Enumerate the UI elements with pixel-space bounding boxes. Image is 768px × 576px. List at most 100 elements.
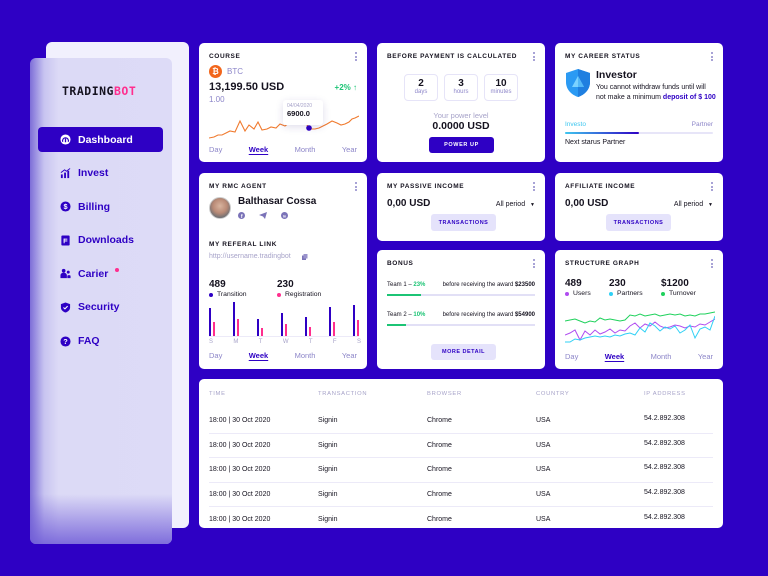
table-row: 18:00 | 30 Oct 2020 Signin Chrome USA 54.2.8… bbox=[209, 409, 713, 434]
period-select[interactable]: All period ▼ bbox=[495, 201, 535, 208]
progress-end-label: Partner bbox=[691, 121, 713, 128]
more-menu-icon[interactable] bbox=[711, 182, 714, 191]
column-header-ip: IP ADDRESS bbox=[644, 391, 686, 397]
bonus-card: BONUS Team 1 – 23% before receiving the … bbox=[377, 250, 545, 369]
card-title: MY CAREER STATUS bbox=[565, 53, 641, 60]
tab-day[interactable]: Day bbox=[209, 351, 223, 360]
column-header-country: COUNTRY bbox=[536, 391, 570, 397]
card-title: MY RMC AGENT bbox=[209, 183, 267, 190]
tab-year[interactable]: Year bbox=[697, 352, 713, 361]
copy-icon[interactable] bbox=[302, 254, 308, 260]
tab-year[interactable]: Year bbox=[341, 351, 357, 360]
caret-down-icon: ▼ bbox=[708, 202, 713, 208]
card-title: BEFORE PAYMENT IS CALCULATED bbox=[387, 53, 518, 60]
agent-social-links: f in bbox=[238, 212, 288, 219]
cell-transaction: Signin bbox=[318, 490, 338, 498]
table-row: 18:00 | 30 Oct 2020 Signin Chrome USA 54.2.8… bbox=[209, 434, 713, 458]
transactions-button[interactable]: TRANSACTIONS bbox=[431, 214, 496, 231]
cell-country: USA bbox=[536, 466, 551, 474]
sidebar-item-carier[interactable]: Carier bbox=[38, 261, 163, 286]
power-level-label: Your power level bbox=[433, 111, 489, 120]
cell-ip: 54.2.892.308 bbox=[644, 488, 685, 496]
more-menu-icon[interactable] bbox=[533, 182, 536, 191]
card-title: AFFILIATE INCOME bbox=[565, 183, 636, 190]
deposit-link[interactable]: deposit of $ 100 bbox=[662, 93, 716, 101]
structure-graph-card: STRUCTURE GRAPH 489 Users 230 Partners $… bbox=[555, 250, 723, 369]
btc-price: 13,199.50 USD bbox=[209, 81, 285, 93]
sidebar-item-invest[interactable]: Invest bbox=[38, 161, 163, 186]
cell-browser: Chrome bbox=[427, 441, 452, 449]
cell-ip: 54.2.892.308 bbox=[644, 439, 685, 447]
rmc-agent-card: MY RMC AGENT Balthasar Cossa f in MY REF… bbox=[199, 173, 367, 369]
svg-text:?: ? bbox=[63, 337, 68, 346]
more-menu-icon[interactable] bbox=[533, 259, 536, 268]
card-title: STRUCTURE GRAPH bbox=[565, 260, 640, 267]
linkedin-icon[interactable]: in bbox=[281, 212, 288, 219]
sidebar-item-label: Security bbox=[78, 301, 120, 314]
cell-transaction: Signin bbox=[318, 417, 338, 425]
arrow-up-icon: ↑ bbox=[350, 82, 357, 92]
more-detail-button[interactable]: MORE DETAIL bbox=[431, 344, 496, 360]
more-menu-icon[interactable] bbox=[533, 52, 536, 61]
tab-day[interactable]: Day bbox=[565, 352, 579, 361]
more-menu-icon[interactable] bbox=[355, 52, 358, 61]
tab-month[interactable]: Month bbox=[294, 351, 316, 360]
investor-shield-icon bbox=[566, 69, 590, 97]
sidebar-item-dashboard[interactable]: Dashboard bbox=[38, 127, 163, 152]
tab-week[interactable]: Week bbox=[248, 351, 269, 360]
sidebar-item-faq[interactable]: ? FAQ bbox=[38, 329, 163, 354]
sidebar-item-label: Dashboard bbox=[78, 133, 133, 146]
sidebar-item-label: FAQ bbox=[78, 335, 100, 348]
sidebar-item-billing[interactable]: $ Billing bbox=[38, 194, 163, 219]
cell-time: 18:00 | 30 Oct 2020 bbox=[209, 441, 271, 449]
svg-text:f: f bbox=[241, 214, 243, 219]
table-row: 18:00 | 30 Oct 2020 Signin Chrome USA 54.2.8… bbox=[209, 458, 713, 483]
referral-title: MY REFERAL LINK bbox=[209, 241, 277, 248]
cell-ip: 54.2.892.308 bbox=[644, 513, 685, 521]
agent-name: Balthasar Cossa bbox=[238, 196, 317, 207]
referral-link[interactable]: http://username.tradingbot bbox=[209, 253, 291, 260]
countdown-minutes: 10 minutes bbox=[484, 74, 518, 101]
caret-down-icon: ▼ bbox=[530, 202, 535, 208]
sidebar-item-downloads[interactable]: Downloads bbox=[38, 228, 163, 253]
card-title: MY PASSIVE INCOME bbox=[387, 183, 465, 190]
passive-income-amount: 0,00 USD bbox=[387, 198, 431, 209]
price-change: +2% ↑ bbox=[334, 82, 357, 92]
tab-day[interactable]: Day bbox=[209, 145, 223, 154]
more-menu-icon[interactable] bbox=[355, 182, 358, 191]
card-title: COURSE bbox=[209, 53, 241, 60]
countdown-days: 2 days bbox=[404, 74, 438, 101]
registration-count: 230 bbox=[277, 279, 294, 290]
telegram-icon[interactable] bbox=[259, 212, 267, 219]
sidebar-item-security[interactable]: Security bbox=[38, 295, 163, 320]
more-menu-icon[interactable] bbox=[711, 52, 714, 61]
career-progress-fill bbox=[565, 132, 639, 134]
chart-tooltip: 04/04/2020 6900.0 bbox=[283, 100, 323, 125]
period-select[interactable]: All period ▼ bbox=[673, 201, 713, 208]
column-header-time: TIME bbox=[209, 391, 226, 397]
partners-count: 230 bbox=[609, 278, 626, 289]
tab-month[interactable]: Month bbox=[294, 145, 316, 154]
tab-year[interactable]: Year bbox=[341, 145, 357, 154]
tab-week[interactable]: Week bbox=[248, 145, 269, 154]
facebook-icon[interactable]: f bbox=[238, 212, 245, 219]
cell-browser: Chrome bbox=[427, 466, 452, 474]
tab-month[interactable]: Month bbox=[650, 352, 672, 361]
course-period-tabs: Day Week Month Year bbox=[209, 145, 357, 154]
column-header-transaction: TRANSACTION bbox=[318, 391, 368, 397]
structure-line-chart bbox=[565, 311, 715, 343]
power-up-button[interactable]: POWER UP bbox=[429, 137, 494, 153]
bar-chart-icon bbox=[60, 167, 71, 179]
more-menu-icon[interactable] bbox=[711, 259, 714, 268]
career-message: You cannot withdraw funds until will not… bbox=[596, 84, 716, 101]
question-circle-icon: ? bbox=[60, 336, 71, 347]
transactions-button[interactable]: TRANSACTIONS bbox=[606, 214, 671, 231]
cell-country: USA bbox=[536, 490, 551, 498]
registration-legend: Registration bbox=[277, 291, 321, 298]
cell-time: 18:00 | 30 Oct 2020 bbox=[209, 466, 271, 474]
agent-avatar bbox=[209, 197, 231, 219]
cell-transaction: Signin bbox=[318, 466, 338, 474]
agent-period-tabs: Day Week Month Year bbox=[209, 351, 357, 360]
tab-week[interactable]: Week bbox=[604, 352, 625, 361]
